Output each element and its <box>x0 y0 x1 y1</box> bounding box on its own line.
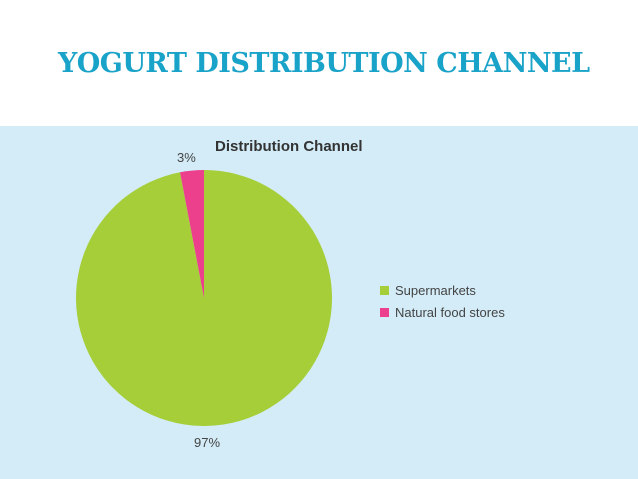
slide-header: YOGURT DISTRIBUTION CHANNEL <box>0 0 638 126</box>
legend-swatch-supermarkets <box>380 285 389 295</box>
pie-slice-natural-food-stores <box>180 170 204 298</box>
legend-label-supermarkets: Supermarkets <box>395 282 476 298</box>
pie-slice-supermarkets <box>75 170 332 426</box>
chart-legend: Supermarkets Natural food stores <box>380 279 505 323</box>
data-label-supermarkets: 97% <box>194 435 221 450</box>
legend-swatch-natural-food-stores <box>380 307 389 317</box>
legend-label-natural-food-stores: Natural food stores <box>395 304 505 320</box>
data-label-natural-food-stores: 3% <box>177 150 196 165</box>
chart-title: Distribution Channel <box>215 138 363 155</box>
legend-item-supermarkets: Supermarkets <box>380 279 505 301</box>
slide-title: YOGURT DISTRIBUTION CHANNEL <box>58 48 590 79</box>
legend-item-natural-food-stores: Natural food stores <box>380 301 505 323</box>
